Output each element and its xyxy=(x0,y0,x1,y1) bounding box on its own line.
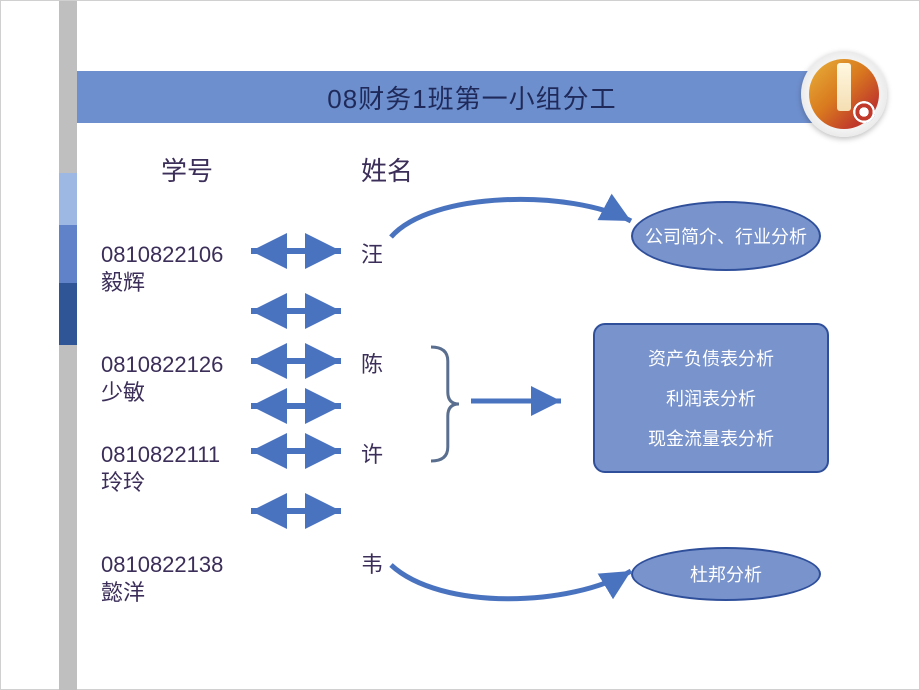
member-surname: 汪 xyxy=(361,241,383,269)
member-given: 少敏 xyxy=(101,380,145,405)
slide-title: 08财务1班第一小组分工 xyxy=(327,79,616,116)
member-given: 毅辉 xyxy=(101,270,145,295)
title-bar: 08财务1班第一小组分工 xyxy=(77,71,867,123)
column-header-id: 学号 xyxy=(161,151,213,188)
member-row: 0810822106 毅辉 xyxy=(101,241,461,296)
sidebar-segment xyxy=(59,173,77,225)
seal-icon xyxy=(853,101,875,123)
task-label: 现金流量表分析 xyxy=(648,425,774,451)
member-id: 0810822138 xyxy=(101,552,223,577)
member-given: 玲玲 xyxy=(101,470,145,495)
member-row: 0810822138 懿洋 xyxy=(101,551,461,606)
slide: 08财务1班第一小组分工 学号 姓名 0810822106 毅辉 汪 08108… xyxy=(0,0,920,690)
task-label: 杜邦分析 xyxy=(690,561,762,587)
task-label: 利润表分析 xyxy=(666,385,756,411)
member-row: 0810822126 少敏 xyxy=(101,351,461,406)
task-box-middle: 资产负债表分析 利润表分析 现金流量表分析 xyxy=(593,323,829,473)
member-id: 0810822111 xyxy=(101,442,220,467)
sidebar-segment xyxy=(59,225,77,283)
task-box-top: 公司简介、行业分析 xyxy=(631,201,821,271)
bottle-icon xyxy=(837,63,851,111)
logo-badge xyxy=(801,51,887,137)
member-id: 0810822106 xyxy=(101,242,223,267)
member-surname: 陈 xyxy=(361,351,383,379)
task-box-bottom: 杜邦分析 xyxy=(631,547,821,601)
sidebar-segment xyxy=(59,345,77,690)
task-label: 公司简介、行业分析 xyxy=(645,223,807,249)
member-id: 0810822126 xyxy=(101,352,223,377)
content-area: 学号 姓名 0810822106 毅辉 汪 0810822126 少敏 陈 08… xyxy=(101,151,889,659)
sidebar-segment xyxy=(59,283,77,345)
member-given: 懿洋 xyxy=(101,580,145,605)
member-surname: 许 xyxy=(361,441,383,469)
sidebar-segment xyxy=(59,1,77,173)
column-header-name: 姓名 xyxy=(361,151,413,188)
task-label: 资产负债表分析 xyxy=(648,345,774,371)
member-row: 0810822111 玲玲 xyxy=(101,441,461,496)
member-surname: 韦 xyxy=(361,551,383,579)
